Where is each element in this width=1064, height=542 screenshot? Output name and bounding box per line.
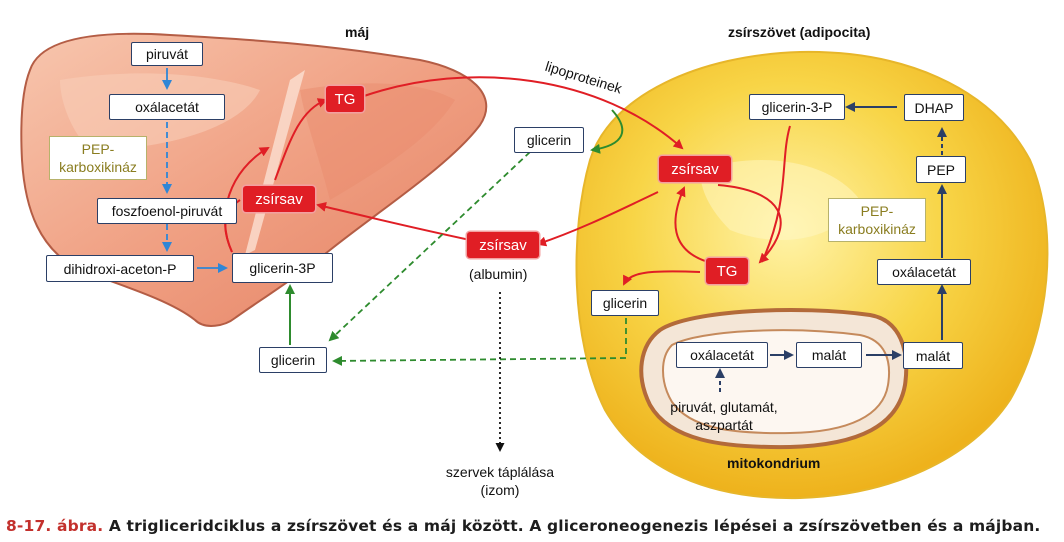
organ-feeding-line1: szervek táplálása (445, 464, 555, 480)
adipose-malat-box: malát (903, 342, 963, 369)
liver-oxalacetat-box: oxálacetát (109, 94, 225, 120)
adipose-title: zsírszövet (adipocita) (728, 24, 871, 40)
liver-tg-box: TG (326, 86, 364, 112)
liver-foszfoenol-box: foszfoenol-piruvát (97, 198, 237, 224)
organ-feeding-line2: (izom) (480, 482, 520, 498)
figure-caption-text: A trigliceridciklus a zsírszövet és a má… (103, 517, 1041, 535)
albumin-label: (albumin) (469, 266, 528, 282)
adipose-glicerin-box: glicerin (591, 290, 659, 316)
mito-precursors-label: piruvát, glutamát, aszpartát (659, 398, 789, 434)
liver-zsirsav-box: zsírsav (243, 186, 315, 212)
liver-pepck-line2: karboxikináz (59, 159, 137, 175)
middle-zsirsav-box: zsírsav (467, 232, 539, 258)
adipose-pepck-box: PEP- karboxikináz (828, 198, 926, 242)
figure-caption: 8-17. ábra. A trigliceridciklus a zsírsz… (6, 517, 1062, 535)
liver-glicerin3p-box: glicerin-3P (232, 253, 333, 283)
adipose-zsirsav-box: zsírsav (659, 156, 731, 182)
mitochondrion-title: mitokondrium (727, 455, 821, 471)
liver-piruvat-box: piruvát (131, 42, 203, 66)
adipose-oxalacetat-box: oxálacetát (877, 259, 971, 285)
adipose-dhap-box: DHAP (904, 94, 964, 121)
liver-dhap-box: dihidroxi-aceton-P (46, 255, 194, 282)
adipose-glicerin3p-box: glicerin-3-P (749, 94, 845, 120)
adipose-pep-box: PEP (916, 156, 966, 183)
figure-number: 8-17. ábra. (6, 517, 104, 535)
adipose-tg-box: TG (706, 258, 748, 284)
mito-oxalacetat-box: oxálacetát (676, 342, 768, 368)
middle-glicerin-box: glicerin (514, 127, 584, 153)
mito-malat-box: malát (796, 342, 862, 368)
mito-precursors-line2: aszpartát (695, 417, 753, 433)
organ-feeding-label: szervek táplálása (izom) (440, 463, 560, 499)
adipose-pepck-line2: karboxikináz (838, 221, 916, 237)
liver-glicerin-box: glicerin (259, 347, 327, 373)
adipose-pepck-line1: PEP- (860, 203, 894, 219)
mito-precursors-line1: piruvát, glutamát, (670, 399, 778, 415)
liver-pepck-box: PEP- karboxikináz (49, 136, 147, 180)
liver-pepck-line1: PEP- (81, 141, 115, 157)
liver-title: máj (345, 24, 370, 40)
